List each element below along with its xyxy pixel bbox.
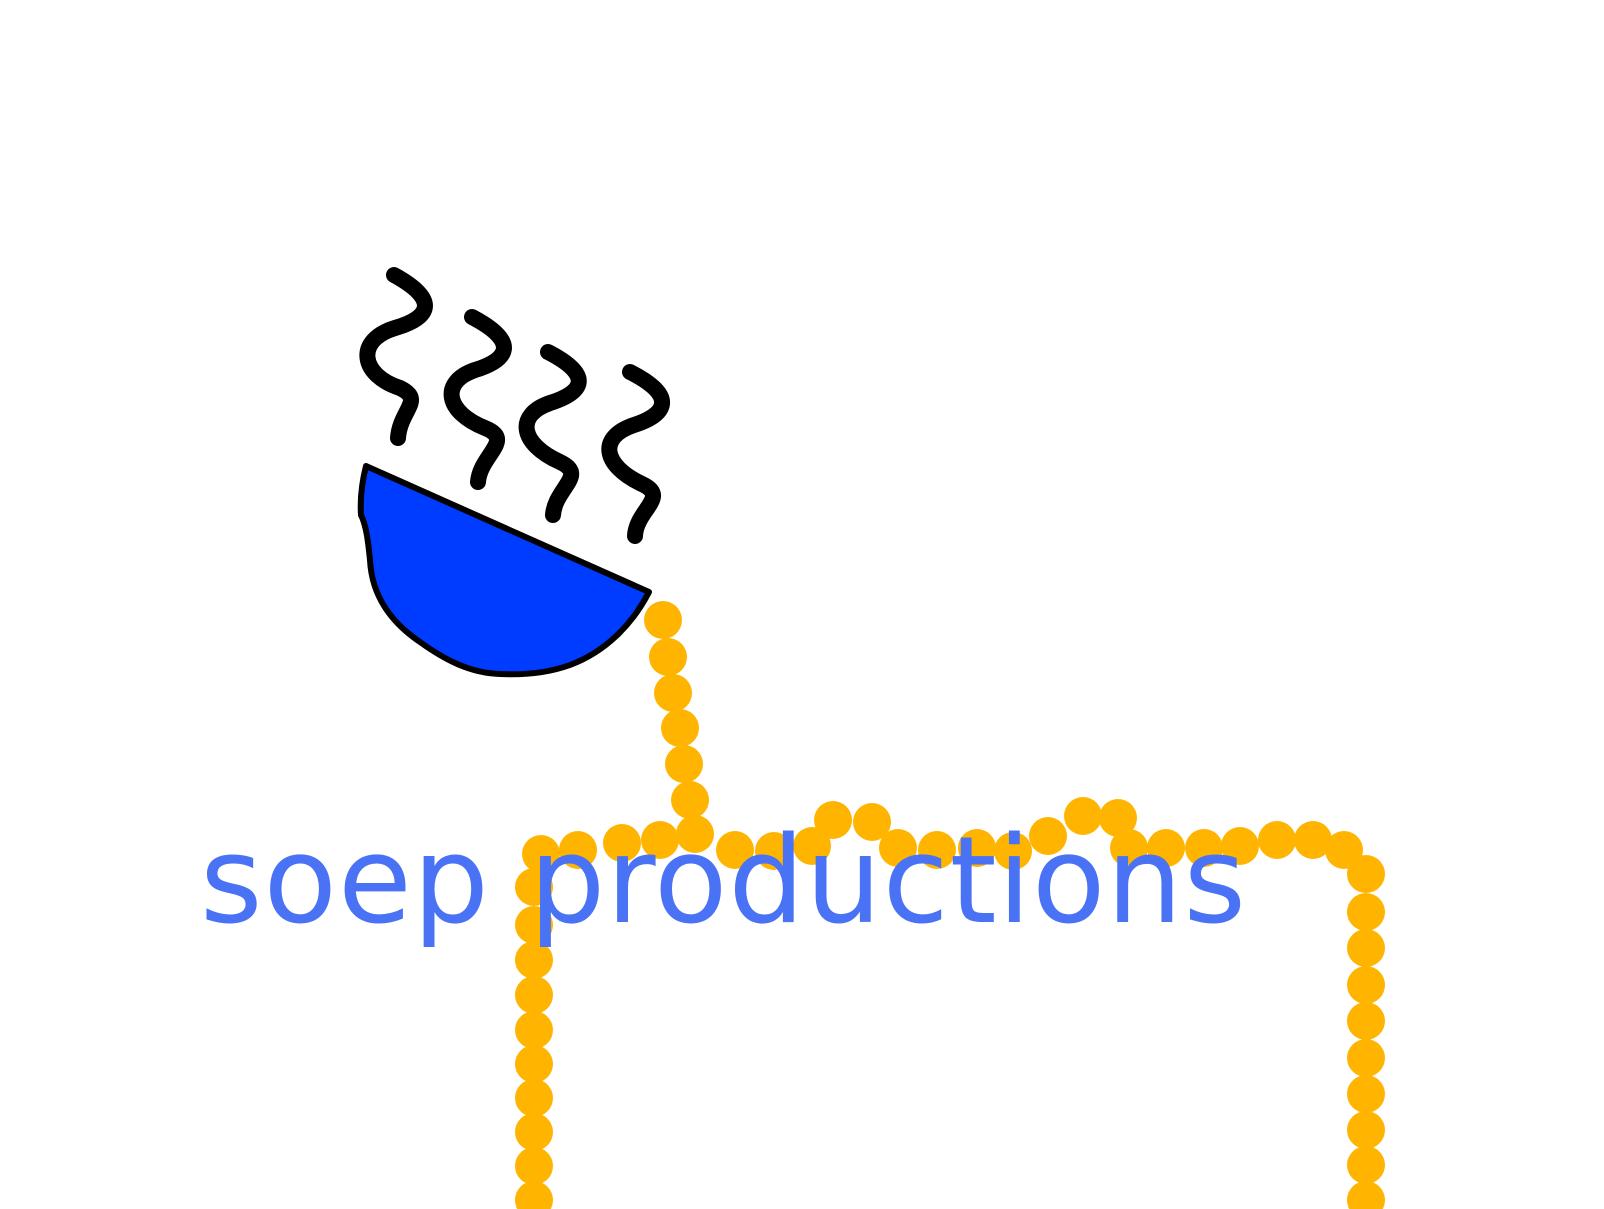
steam-wisp bbox=[601, 364, 670, 544]
stream-dot bbox=[1294, 821, 1332, 859]
stream-dot bbox=[515, 1181, 553, 1209]
stream-dot bbox=[853, 803, 891, 841]
stream-dot bbox=[1221, 827, 1259, 865]
stream-dot bbox=[1347, 1039, 1385, 1077]
stream-dot bbox=[641, 821, 679, 859]
stream-dot bbox=[1347, 1075, 1385, 1113]
stream-dot bbox=[1258, 821, 1296, 859]
stream-dot bbox=[515, 1113, 553, 1151]
stream-dot bbox=[1185, 829, 1223, 867]
stream-dot bbox=[716, 831, 754, 869]
steam-icon bbox=[359, 267, 670, 544]
stream-dot bbox=[918, 831, 956, 869]
stream-dot bbox=[879, 829, 917, 867]
stream-dot bbox=[1347, 929, 1385, 967]
stream-dot bbox=[515, 868, 553, 906]
stream-dot bbox=[1347, 1181, 1385, 1209]
stream-dot bbox=[522, 835, 560, 873]
stream-dot bbox=[515, 1079, 553, 1117]
stream-dot bbox=[515, 1045, 553, 1083]
stream-dot bbox=[1347, 1111, 1385, 1149]
stream-dot bbox=[793, 827, 831, 865]
stream-dot bbox=[1099, 799, 1137, 837]
stream-dot bbox=[994, 832, 1032, 870]
stream-dot bbox=[559, 831, 597, 869]
steam-wisp bbox=[359, 267, 433, 446]
stream-dot bbox=[515, 1011, 553, 1049]
stream-dot bbox=[665, 745, 703, 783]
stream-dot bbox=[1347, 1146, 1385, 1184]
stream-dot bbox=[676, 815, 714, 853]
stream-dot bbox=[661, 709, 699, 747]
steam-wisp bbox=[443, 309, 512, 490]
stream-dot bbox=[958, 829, 996, 867]
stream-dot bbox=[1029, 817, 1067, 855]
soup-stream bbox=[515, 601, 1385, 1209]
stream-dot bbox=[515, 1147, 553, 1185]
stream-dot bbox=[649, 638, 687, 676]
stream-dot bbox=[1347, 855, 1385, 893]
stream-dot bbox=[1147, 829, 1185, 867]
stream-dot bbox=[671, 781, 709, 819]
stream-dot bbox=[515, 906, 553, 944]
steam-wisp bbox=[518, 344, 587, 523]
brand-wordmark: soep productions bbox=[200, 812, 1247, 951]
stream-dot bbox=[755, 832, 793, 870]
stream-dot bbox=[515, 941, 553, 979]
stream-dot bbox=[814, 801, 852, 839]
stream-dot bbox=[1064, 797, 1102, 835]
stream-dot bbox=[1347, 966, 1385, 1004]
stream-dot bbox=[1347, 1002, 1385, 1040]
stream-dot bbox=[1347, 893, 1385, 931]
soup-bowl-icon bbox=[357, 463, 652, 678]
stream-dot bbox=[654, 674, 692, 712]
stream-dot bbox=[603, 824, 641, 862]
stream-dot bbox=[1325, 831, 1363, 869]
stream-dot bbox=[644, 601, 682, 639]
stream-dot bbox=[1110, 829, 1148, 867]
stream-dot bbox=[515, 976, 553, 1014]
